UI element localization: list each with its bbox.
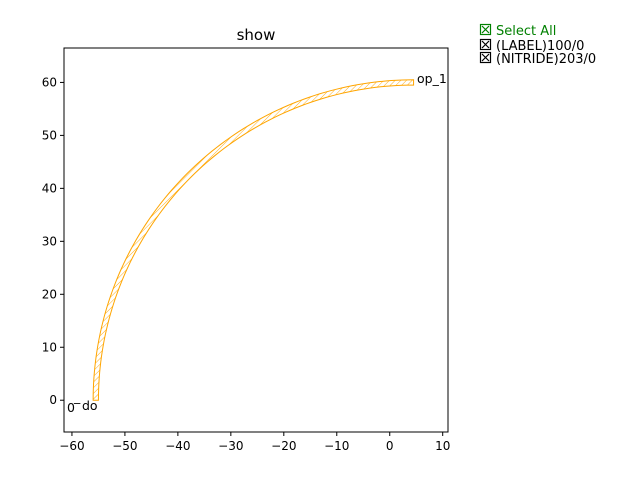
legend-select-all-label: Select All (496, 24, 556, 39)
origin-label-zero: 0 (67, 400, 75, 415)
port-labels: op_1 0 _ do (67, 71, 447, 415)
chart-title: show (237, 26, 276, 44)
checkbox-checked-icon[interactable] (479, 23, 492, 36)
x-tick-label: −50 (112, 439, 137, 453)
x-tick-label: 0 (386, 439, 394, 453)
x-tick-label: −30 (218, 439, 243, 453)
legend-layer-label-text: (LABEL)100/0 (496, 39, 584, 54)
x-tick-label: −20 (271, 439, 296, 453)
y-tick-label: 50 (42, 128, 57, 142)
y-tick-label: 60 (42, 75, 57, 89)
x-tick-label: −10 (324, 439, 349, 453)
plot-area (92, 79, 415, 401)
legend-layer-nitride[interactable]: (NITRIDE)203/0 (479, 51, 597, 67)
y-axis: 0 10 20 30 40 50 60 (42, 75, 64, 407)
legend-select-all[interactable]: Select All (479, 23, 557, 39)
legend-layer-label[interactable]: (LABEL)100/0 (479, 38, 585, 54)
y-tick-label: 10 (42, 340, 57, 354)
x-tick-label: −40 (165, 439, 190, 453)
x-tick-label: −60 (59, 439, 84, 453)
legend-layer-nitride-text: (NITRIDE)203/0 (496, 52, 596, 67)
port-label-op-1: op_1 (417, 71, 447, 86)
y-tick-label: 40 (42, 181, 57, 195)
x-tick-label: 10 (435, 439, 450, 453)
x-axis: −60 −50 −40 −30 −20 −10 0 10 (59, 432, 450, 453)
origin-label-underscore: _ (73, 389, 81, 404)
y-tick-label: 0 (49, 393, 57, 407)
waveguide-bend-polygon (92, 79, 415, 401)
checkbox-checked-icon[interactable] (479, 51, 492, 64)
layer-legend: Select All (LABEL)100/0 (NITRIDE)203/0 (479, 23, 597, 67)
checkbox-checked-icon[interactable] (479, 38, 492, 51)
port-label-do: do (82, 398, 98, 413)
y-tick-label: 30 (42, 234, 57, 248)
y-tick-label: 20 (42, 287, 57, 301)
axes-frame (63, 47, 449, 433)
